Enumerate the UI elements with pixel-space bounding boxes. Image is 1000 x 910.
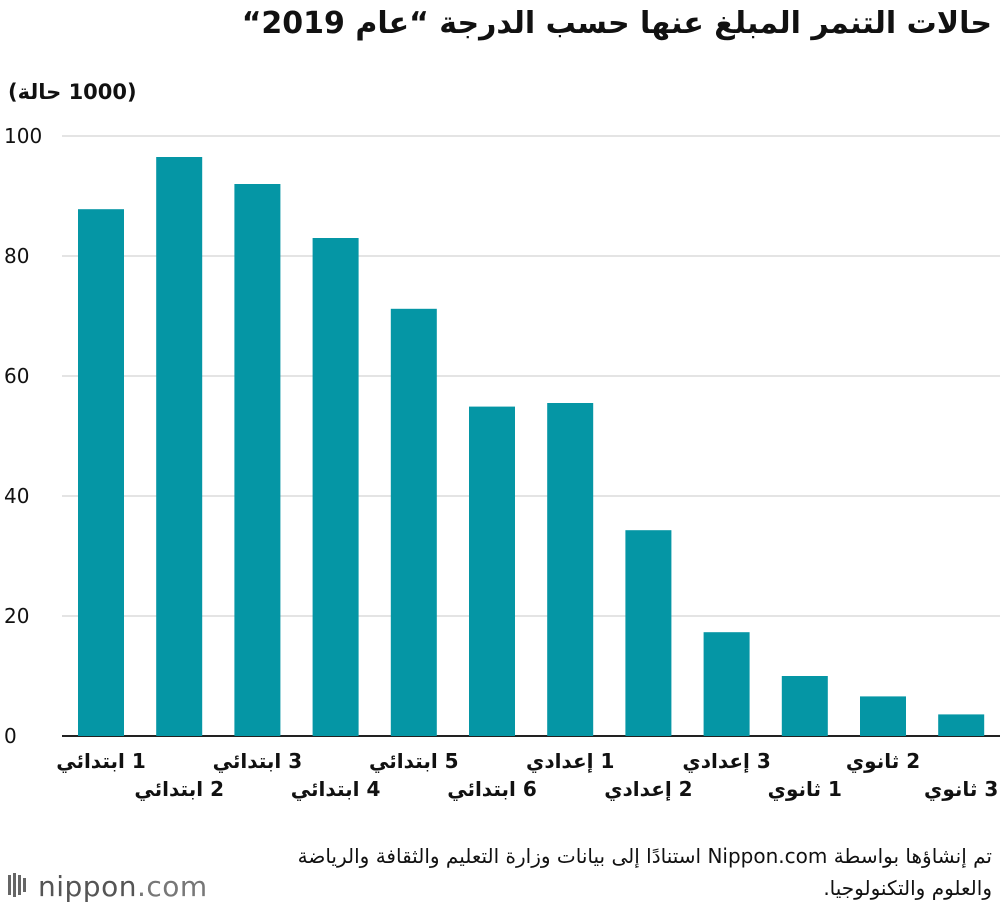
bar: [625, 530, 672, 736]
nippon-logo: nippon.com: [6, 870, 208, 905]
y-tick-label: 100: [4, 124, 42, 148]
bar: [312, 238, 359, 736]
bar: [703, 632, 750, 736]
bar: [547, 403, 594, 736]
y-tick-label: 0: [4, 724, 17, 748]
x-tick-label: 4 ابتدائي: [291, 777, 381, 802]
bar: [234, 184, 281, 736]
x-tick-label: 2 ثانوي: [846, 749, 920, 774]
chart-title: حالات التنمر المبلغ عنها حسب الدرجة “عام…: [241, 6, 992, 41]
bar: [860, 696, 906, 736]
gridlines: [62, 135, 1000, 737]
bars: [78, 157, 985, 736]
y-tick-label: 20: [4, 604, 29, 628]
logo-name: nippon: [38, 870, 137, 903]
x-tick-label: 5 ابتدائي: [369, 749, 459, 774]
y-axis-unit-label: (1000 حالة): [8, 80, 137, 104]
x-tick-label: 1 إعدادي: [526, 749, 614, 774]
y-tick-label: 80: [4, 244, 29, 268]
bar: [781, 676, 828, 736]
nippon-logo-icon: [6, 872, 32, 905]
x-tick-label: 2 ابتدائي: [134, 777, 224, 802]
x-tick-label: 3 ثانوي: [924, 777, 998, 802]
bar: [938, 714, 985, 736]
bar: [390, 308, 437, 736]
bar-chart: 0 20 40 60 80 100 1 ابتدائي 2 ابتدائي 3 ابتدائي…: [4, 124, 1000, 802]
x-tick-label: 1 ابتدائي: [56, 749, 146, 774]
x-tick-label: 1 ثانوي: [768, 777, 842, 802]
x-tick-label: 3 ابتدائي: [213, 749, 303, 774]
x-tick-label: 6 ابتدائي: [447, 777, 537, 802]
y-tick-labels: 0 20 40 60 80 100: [4, 124, 42, 748]
source-note: تم إنشاؤها بواسطة Nippon.com استنادًا إل…: [297, 844, 992, 900]
x-tick-label: 3 إعدادي: [682, 749, 770, 774]
y-tick-label: 40: [4, 484, 29, 508]
y-tick-label: 60: [4, 364, 29, 388]
bar: [469, 406, 515, 736]
x-tick-labels: 1 ابتدائي 2 ابتدائي 3 ابتدائي 4 ابتدائي 5 اب…: [56, 749, 998, 802]
x-tick-label: 2 إعدادي: [604, 777, 692, 802]
logo-suffix: .com: [136, 870, 208, 903]
bar: [156, 157, 203, 736]
bar: [78, 209, 124, 736]
